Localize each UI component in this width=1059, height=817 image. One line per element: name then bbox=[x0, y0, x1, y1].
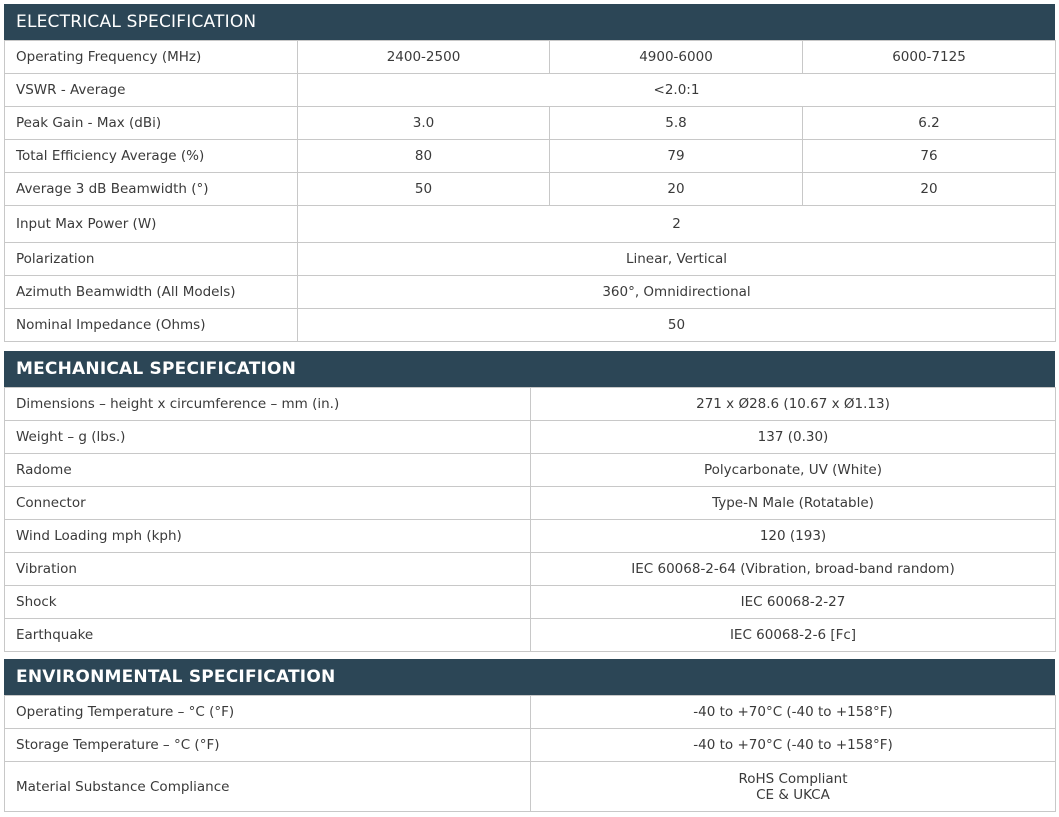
row-label: Earthquake bbox=[4, 618, 531, 652]
table-row: Radome Polycarbonate, UV (White) bbox=[4, 453, 1056, 487]
compliance-line: RoHS Compliant bbox=[738, 770, 848, 787]
row-label: Input Max Power (W) bbox=[4, 205, 298, 243]
cell: 80 bbox=[297, 139, 550, 173]
cell: IEC 60068-2-64 (Vibration, broad-band ra… bbox=[530, 552, 1056, 586]
table-row: Connector Type-N Male (Rotatable) bbox=[4, 486, 1056, 520]
cell: 120 (193) bbox=[530, 519, 1056, 553]
row-label: Azimuth Beamwidth (All Models) bbox=[4, 275, 298, 309]
table-row: Peak Gain - Max (dBi) 3.0 5.8 6.2 bbox=[4, 106, 1056, 140]
row-label: Operating Frequency (MHz) bbox=[4, 40, 298, 74]
table-row: Material Substance Compliance RoHS Compli… bbox=[4, 761, 1056, 812]
cell: 79 bbox=[549, 139, 803, 173]
cell: 2 bbox=[297, 205, 1056, 243]
section-title: ENVIRONMENTAL SPECIFICATION bbox=[4, 659, 1055, 695]
cell: 20 bbox=[802, 172, 1056, 206]
cell: 6.2 bbox=[802, 106, 1056, 140]
table-row: Vibration IEC 60068-2-64 (Vibration, broa… bbox=[4, 552, 1056, 586]
cell: 2400-2500 bbox=[297, 40, 550, 74]
table-row: Weight – g (lbs.) 137 (0.30) bbox=[4, 420, 1056, 454]
cell: 137 (0.30) bbox=[530, 420, 1056, 454]
cell: Linear, Vertical bbox=[297, 242, 1056, 276]
table-row: VSWR - Average <2.0:1 bbox=[4, 73, 1056, 107]
cell: 3.0 bbox=[297, 106, 550, 140]
electrical-table: Operating Frequency (MHz) 2400-2500 4900-6… bbox=[4, 40, 1056, 342]
electrical-specification: ELECTRICAL SPECIFICATION Operating Frequ… bbox=[4, 4, 1056, 342]
environmental-specification: ENVIRONMENTAL SPECIFICATION Operating Te… bbox=[4, 659, 1056, 812]
row-label: Dimensions – height x circumference – mm… bbox=[4, 387, 531, 421]
row-label: Weight – g (lbs.) bbox=[4, 420, 531, 454]
environmental-table: Operating Temperature – °C (°F) -40 to +7… bbox=[4, 695, 1056, 812]
section-title: MECHANICAL SPECIFICATION bbox=[4, 351, 1055, 387]
row-label: Operating Temperature – °C (°F) bbox=[4, 695, 531, 729]
cell: -40 to +70°C (-40 to +158°F) bbox=[530, 695, 1056, 729]
cell: -40 to +70°C (-40 to +158°F) bbox=[530, 728, 1056, 762]
table-row: Average 3 dB Beamwidth (°) 50 20 20 bbox=[4, 172, 1056, 206]
row-label: Nominal Impedance (Ohms) bbox=[4, 308, 298, 342]
table-row: Earthquake IEC 60068-2-6 [Fc] bbox=[4, 618, 1056, 652]
table-row: Azimuth Beamwidth (All Models) 360°, Omni… bbox=[4, 275, 1056, 309]
cell: 271 x Ø28.6 (10.67 x Ø1.13) bbox=[530, 387, 1056, 421]
cell: IEC 60068-2-27 bbox=[530, 585, 1056, 619]
table-row: Input Max Power (W) 2 bbox=[4, 205, 1056, 243]
table-row: Polarization Linear, Vertical bbox=[4, 242, 1056, 276]
table-row: Nominal Impedance (Ohms) 50 bbox=[4, 308, 1056, 342]
cell: Polycarbonate, UV (White) bbox=[530, 453, 1056, 487]
compliance-line: CE & UKCA bbox=[756, 786, 830, 803]
cell: Type-N Male (Rotatable) bbox=[530, 486, 1056, 520]
cell: 20 bbox=[549, 172, 803, 206]
table-row: Wind Loading mph (kph) 120 (193) bbox=[4, 519, 1056, 553]
row-label: Radome bbox=[4, 453, 531, 487]
cell: 50 bbox=[297, 172, 550, 206]
cell: 5.8 bbox=[549, 106, 803, 140]
cell: <2.0:1 bbox=[297, 73, 1056, 107]
table-row: Storage Temperature – °C (°F) -40 to +70°… bbox=[4, 728, 1056, 762]
cell: RoHS Compliant CE & UKCA bbox=[530, 761, 1056, 812]
table-row: Operating Frequency (MHz) 2400-2500 4900-6… bbox=[4, 40, 1056, 74]
mechanical-table: Dimensions – height x circumference – mm… bbox=[4, 387, 1056, 652]
row-label: Wind Loading mph (kph) bbox=[4, 519, 531, 553]
table-row: Operating Temperature – °C (°F) -40 to +7… bbox=[4, 695, 1056, 729]
row-label: Shock bbox=[4, 585, 531, 619]
row-label: Material Substance Compliance bbox=[4, 761, 531, 812]
mechanical-specification: MECHANICAL SPECIFICATION Dimensions – he… bbox=[4, 351, 1056, 652]
row-label: Average 3 dB Beamwidth (°) bbox=[4, 172, 298, 206]
cell: IEC 60068-2-6 [Fc] bbox=[530, 618, 1056, 652]
table-row: Shock IEC 60068-2-27 bbox=[4, 585, 1056, 619]
row-label: Polarization bbox=[4, 242, 298, 276]
cell: 50 bbox=[297, 308, 1056, 342]
row-label: VSWR - Average bbox=[4, 73, 298, 107]
row-label: Peak Gain - Max (dBi) bbox=[4, 106, 298, 140]
row-label: Connector bbox=[4, 486, 531, 520]
cell: 6000-7125 bbox=[802, 40, 1056, 74]
row-label: Vibration bbox=[4, 552, 531, 586]
row-label: Total Efficiency Average (%) bbox=[4, 139, 298, 173]
section-title: ELECTRICAL SPECIFICATION bbox=[4, 4, 1055, 40]
table-row: Total Efficiency Average (%) 80 79 76 bbox=[4, 139, 1056, 173]
cell: 360°, Omnidirectional bbox=[297, 275, 1056, 309]
cell: 4900-6000 bbox=[549, 40, 803, 74]
row-label: Storage Temperature – °C (°F) bbox=[4, 728, 531, 762]
table-row: Dimensions – height x circumference – mm… bbox=[4, 387, 1056, 421]
cell: 76 bbox=[802, 139, 1056, 173]
